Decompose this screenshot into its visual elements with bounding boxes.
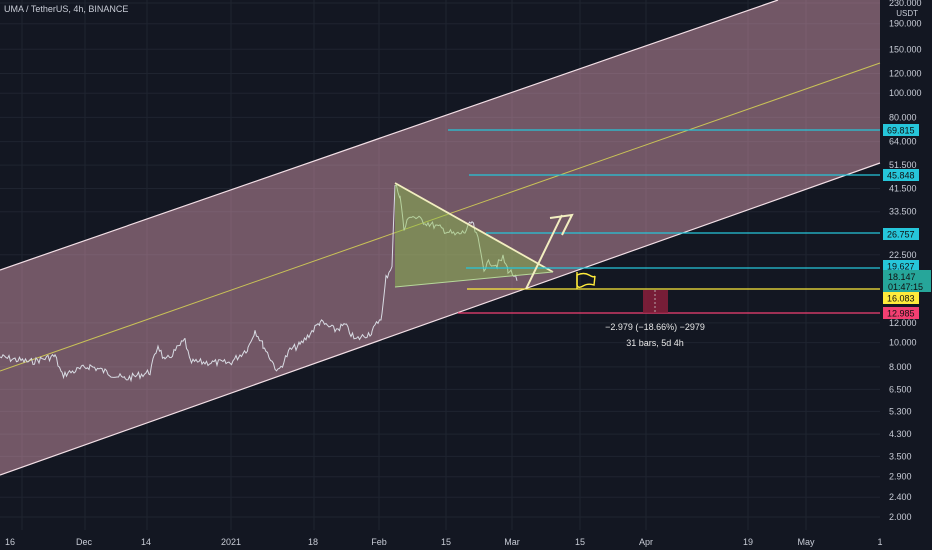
current-price-tag — [883, 270, 931, 292]
y-tick-label-1: 190.000 — [889, 19, 922, 29]
flag-icon — [576, 272, 596, 288]
x-tick-label-5: Feb — [371, 537, 387, 547]
x-tick-label-10: 19 — [743, 537, 753, 547]
y-tick-label-0: 230.000 — [889, 0, 922, 8]
triangle-top-edge — [394, 182, 554, 273]
x-tick-label-1: Dec — [76, 537, 93, 547]
x-tick-label-6: 15 — [441, 537, 451, 547]
y-tick-label-8: 41.500 — [889, 183, 917, 193]
measure-box — [643, 290, 668, 313]
chart-title: UMA / TetherUS, 4h, BINANCE — [4, 4, 129, 14]
price-tag-label-4: 16.083 — [887, 294, 915, 304]
y-tick-label-5: 80.000 — [889, 112, 917, 122]
price-tag-1 — [883, 169, 919, 181]
x-tick-label-8: 15 — [575, 537, 585, 547]
y-tick-label-13: 8.000 — [889, 362, 912, 372]
y-tick-label-19: 2.400 — [889, 492, 912, 502]
measure-line2: 31 bars, 5d 4h — [626, 338, 684, 348]
price-tag-label-1: 45.848 — [887, 171, 915, 181]
x-tick-label-4: 18 — [308, 537, 318, 547]
currency-label: USDT — [896, 9, 918, 18]
channel-lower — [0, 162, 881, 476]
x-tick-label-2: 14 — [141, 537, 151, 547]
y-tick-label-3: 120.000 — [889, 68, 922, 78]
arrow-head-icon — [549, 213, 574, 236]
y-tick-label-17: 3.500 — [889, 451, 912, 461]
price-tag-label-0: 69.815 — [887, 126, 915, 136]
y-tick-label-12: 10.000 — [889, 338, 917, 348]
price-tag-4 — [883, 292, 919, 304]
y-tick-label-16: 4.300 — [889, 429, 912, 439]
x-tick-label-7: Mar — [504, 537, 520, 547]
channel-midline — [0, 62, 881, 372]
breakout-arrow — [525, 214, 563, 290]
price-tag-label-2: 26.757 — [887, 230, 915, 240]
y-tick-label-18: 2.900 — [889, 472, 912, 482]
y-tick-label-10: 22.500 — [889, 250, 917, 260]
price-tag-label-5: 12.985 — [887, 309, 915, 319]
y-tick-label-11: 12.000 — [889, 318, 917, 328]
y-tick-label-6: 64.000 — [889, 137, 917, 147]
y-tick-label-14: 6.500 — [889, 384, 912, 394]
x-tick-label-9: Apr — [639, 537, 653, 547]
x-tick-label-0: 16 — [5, 537, 15, 547]
channel-upper — [0, 0, 779, 271]
measure-line1: −2.979 (−18.66%) −2979 — [605, 322, 705, 332]
y-tick-label-7: 51.500 — [889, 160, 917, 170]
current-price-value: 18.147 — [888, 272, 916, 282]
price-tag-5 — [883, 307, 919, 319]
y-tick-label-9: 33.500 — [889, 207, 917, 217]
y-tick-label-15: 5.300 — [889, 406, 912, 416]
x-tick-label-12: 1 — [877, 537, 882, 547]
triangle-pattern — [395, 183, 553, 287]
x-tick-label-11: May — [797, 537, 815, 547]
price-line — [0, 184, 518, 383]
y-tick-label-2: 150.000 — [889, 44, 922, 54]
price-tag-2 — [883, 228, 919, 240]
y-tick-label-4: 100.000 — [889, 88, 922, 98]
triangle-bottom-edge — [394, 271, 554, 288]
current-price-countdown: 01:47:15 — [888, 282, 923, 292]
x-tick-label-3: 2021 — [221, 537, 241, 547]
price-tag-0 — [883, 124, 919, 136]
price-tag-label-3: 19.627 — [887, 262, 915, 272]
y-tick-label-20: 2.000 — [889, 512, 912, 522]
channel-fill — [0, 0, 880, 475]
price-tag-3 — [883, 260, 919, 272]
